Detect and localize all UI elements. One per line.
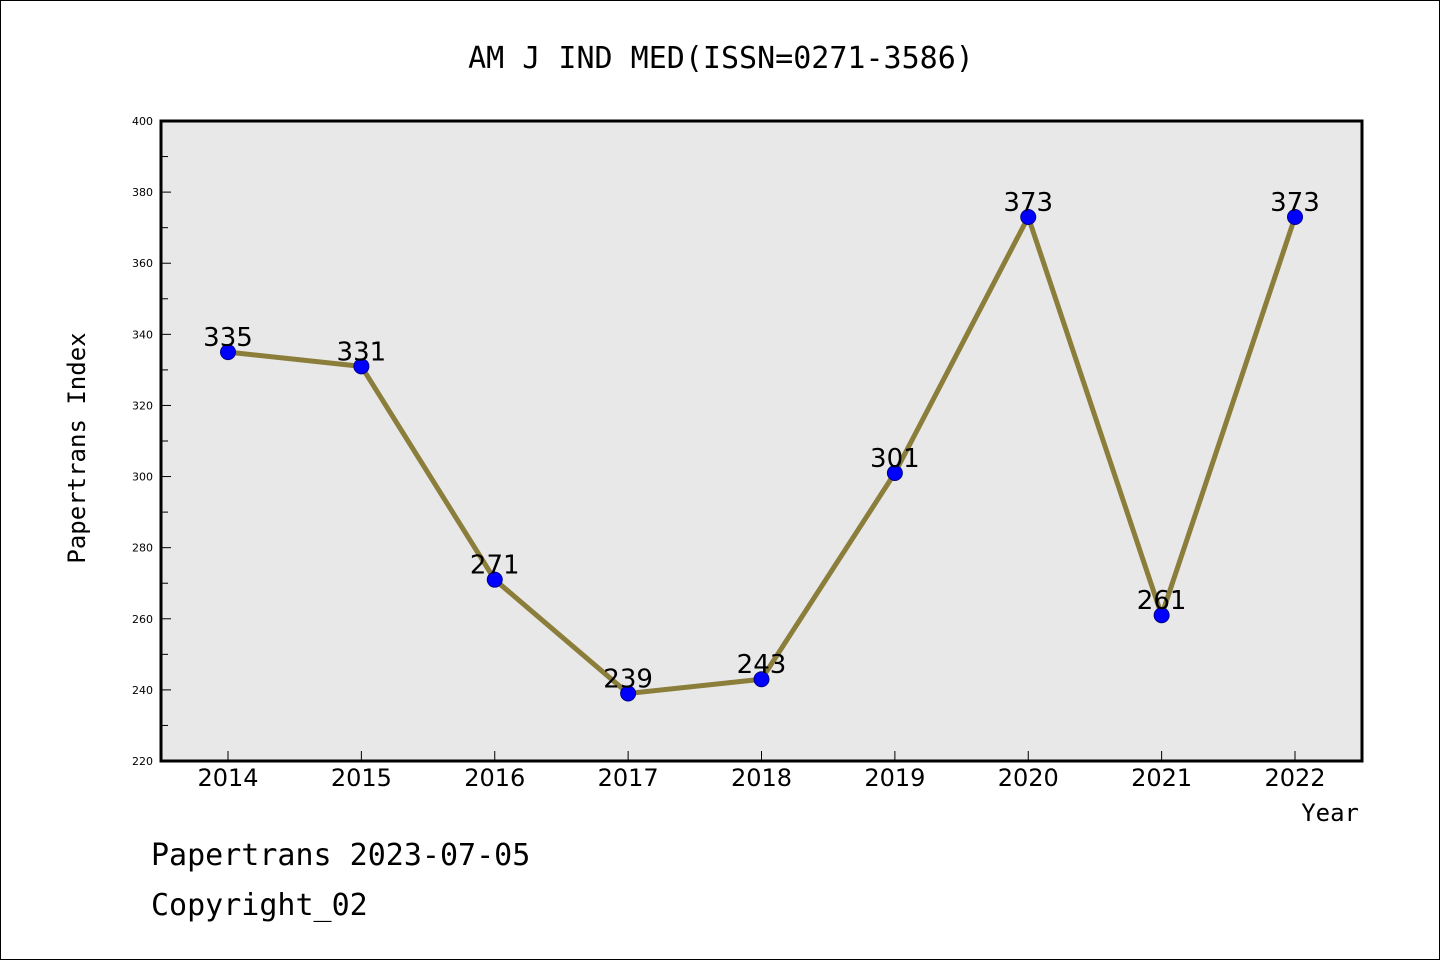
- x-tick-label: 2022: [1264, 764, 1325, 792]
- data-point: [353, 358, 370, 375]
- data-point: [1287, 209, 1303, 225]
- x-tick-label: 2021: [1131, 764, 1192, 792]
- y-tick-label: 340: [132, 328, 153, 341]
- data-labels: 335 331 271 239 243 301 373 261 373: [203, 188, 1320, 694]
- y-tick-label: 360: [132, 257, 153, 270]
- x-tick-label: 2017: [598, 764, 659, 792]
- x-tick-label: 2019: [864, 764, 925, 792]
- x-axis: 2014 2015 2016 2017 2018 2019 2020 2021 2022: [197, 751, 1326, 792]
- x-tick-label: 2016: [464, 764, 525, 792]
- y-tick-label: 380: [132, 186, 153, 199]
- data-label: 373: [1270, 188, 1320, 218]
- y-tick-label: 220: [132, 755, 153, 768]
- chart-title: AM J IND MED(ISSN=0271-3586): [468, 41, 974, 76]
- y-tick-label: 300: [132, 471, 153, 484]
- y-axis: 220 240 260 280 300 320 340 360 380 400: [132, 115, 171, 768]
- data-point: [753, 671, 770, 688]
- data-point: [886, 465, 903, 481]
- data-label: 373: [1003, 188, 1053, 218]
- x-tick-label: 2014: [197, 764, 258, 792]
- y-tick-label: 400: [132, 115, 153, 128]
- data-label: 301: [870, 444, 920, 474]
- data-label: 271: [470, 551, 520, 581]
- x-tick-label: 2015: [331, 764, 392, 792]
- y-tick-label: 320: [132, 399, 153, 412]
- data-point: [486, 571, 503, 588]
- data-label: 335: [203, 323, 253, 353]
- y-tick-label: 280: [132, 542, 153, 555]
- series-markers: [220, 209, 1303, 702]
- plot-area: [159, 119, 1364, 763]
- data-label: 243: [737, 650, 787, 680]
- data-point: [1020, 209, 1037, 225]
- data-point: [620, 685, 637, 702]
- footer-date: Papertrans 2023-07-05: [151, 838, 530, 873]
- data-label: 331: [337, 337, 387, 367]
- data-point: [220, 344, 236, 361]
- y-tick-label: 260: [132, 613, 153, 626]
- x-axis-label: Year: [1301, 799, 1359, 827]
- data-label: 261: [1137, 586, 1187, 616]
- footer-copyright: Copyright_02: [151, 888, 368, 923]
- data-label: 239: [603, 664, 653, 694]
- x-tick-label: 2020: [998, 764, 1059, 792]
- y-tick-label: 240: [132, 684, 153, 697]
- x-tick-label: 2018: [731, 764, 792, 792]
- y-axis-label: Papertrans Index: [63, 332, 91, 563]
- data-point: [1153, 607, 1170, 624]
